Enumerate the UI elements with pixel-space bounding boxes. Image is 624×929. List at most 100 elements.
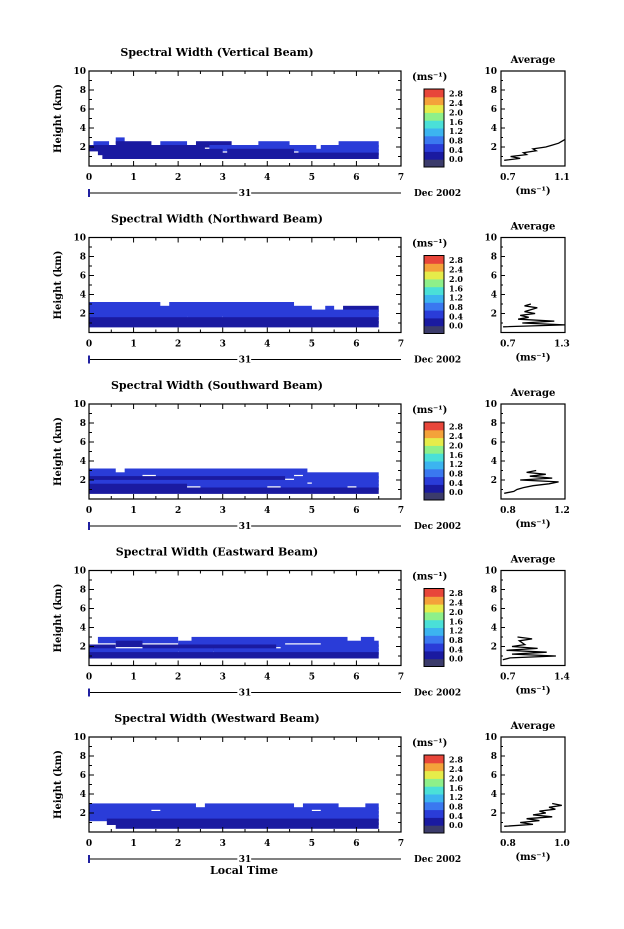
x-tick-label: 1 [130, 506, 136, 516]
colorbar-tick-label: 2.8 [449, 89, 463, 99]
colorbar-swatch [424, 635, 444, 644]
colorbar-tick-label: 2.4 [449, 598, 463, 608]
heatmap-cell [89, 309, 379, 316]
average-y-tick-label: 6 [491, 105, 497, 115]
colorbar-swatch [424, 286, 444, 295]
heatmap-cell [89, 476, 286, 483]
colorbar-tick-label: 2.4 [449, 98, 463, 108]
colorbar-tick-label: 1.6 [449, 450, 463, 460]
colorbar-tick-label: 0.0 [449, 654, 463, 664]
y-tick-label: 4 [80, 291, 86, 301]
average-title: Average [510, 721, 556, 732]
colorbar-tick-label: 1.2 [449, 459, 463, 469]
colorbar-tick-label: 2.0 [449, 107, 463, 117]
colorbar-unit: (ms⁻¹) [412, 572, 447, 583]
heatmap-cell [89, 479, 308, 487]
average-title: Average [510, 388, 556, 399]
y-tick-label: 8 [80, 752, 86, 762]
heatmap-cell [187, 313, 223, 320]
y-tick-label: 2 [80, 643, 86, 653]
x-tick-label: 0 [86, 673, 92, 683]
heatmap-cell [97, 148, 223, 156]
average-y-tick-label: 10 [484, 400, 497, 410]
heatmap-cell [280, 483, 348, 491]
x-tick-label: 0 [86, 340, 92, 350]
heatmap-cell [325, 305, 335, 313]
y-axis-title: Height (km) [53, 750, 64, 819]
y-tick-label: 2 [80, 143, 86, 153]
colorbar-tick-label: 2.0 [449, 440, 463, 450]
colorbar-swatch [424, 484, 444, 493]
heatmap-cell [89, 648, 179, 655]
x-tick-label: 1 [130, 173, 136, 183]
heatmap-cell [89, 803, 196, 810]
heatmap-cell [89, 313, 188, 320]
average-unit: (ms⁻¹) [515, 686, 550, 697]
average-profile-line [504, 802, 562, 827]
colorbar-swatch [424, 492, 444, 501]
x-tick-label: 1 [130, 673, 136, 683]
heatmap-cell [142, 644, 277, 651]
colorbar-swatch [424, 461, 444, 470]
colorbar-tick-label: 1.2 [449, 126, 463, 136]
day-label: 31 [239, 189, 252, 199]
y-axis-title: Height (km) [53, 251, 64, 320]
colorbar-tick-label: 1.2 [449, 293, 463, 303]
x-tick-label: 7 [398, 673, 404, 683]
heatmap-cell [298, 148, 379, 156]
colorbar-tick-label: 2.8 [449, 255, 463, 265]
colorbar-frame [423, 754, 445, 834]
heatmap-cell [160, 807, 312, 814]
x-tick-label: 2 [175, 839, 181, 849]
panel-2: Spectral Width (Northward Beam)246810Hei… [53, 213, 570, 368]
x-tick-label: 7 [398, 173, 404, 183]
x-tick-label: 5 [309, 340, 315, 350]
colorbar-swatch [424, 317, 444, 327]
x-tick-label: 4 [264, 340, 270, 350]
y-tick-label: 2 [80, 310, 86, 320]
y-tick-label: 10 [73, 400, 86, 410]
average-unit: (ms⁻¹) [515, 186, 550, 197]
colorbar-tick-label: 0.4 [449, 311, 463, 321]
panel-4: Spectral Width (Eastward Beam)246810Heig… [53, 546, 570, 701]
average-y-tick-label: 2 [491, 143, 497, 153]
y-tick-label: 4 [80, 457, 86, 467]
heatmap-cell [200, 483, 268, 491]
colorbar-swatch [424, 453, 444, 462]
month-label: Dec 2002 [414, 855, 461, 865]
y-tick-label: 2 [80, 809, 86, 819]
colorbar-tick-label: 0.0 [449, 321, 463, 331]
colorbar-swatch [424, 278, 444, 288]
colorbar-tick-label: 1.6 [449, 283, 463, 293]
month-label: Dec 2002 [414, 522, 461, 532]
panel-3: Spectral Width (Southward Beam)246810Hei… [53, 379, 570, 534]
colorbar-swatch [424, 255, 444, 264]
y-tick-label: 8 [80, 586, 86, 596]
heatmap-cell [195, 141, 232, 148]
average-x-tick-label: 0.7 [500, 673, 516, 683]
heatmap-cell [338, 141, 379, 148]
colorbar-tick-label: 1.2 [449, 792, 463, 802]
heatmap-cell [106, 818, 379, 825]
heatmap-cell [320, 807, 379, 814]
colorbar-swatch [424, 817, 444, 826]
heatmap-cell [191, 636, 348, 644]
heatmap-cell [89, 487, 379, 494]
y-axis-title: Height (km) [53, 417, 64, 486]
heatmap-cell [302, 472, 379, 479]
colorbar-swatch [424, 120, 444, 129]
colorbar-swatch [424, 263, 444, 272]
x-tick-label: 5 [309, 839, 315, 849]
average-unit: (ms⁻¹) [515, 852, 550, 863]
x-tick-label: 0 [86, 173, 92, 183]
colorbar-tick-label: 0.0 [449, 820, 463, 830]
panel-title: Spectral Width (Westward Beam) [114, 712, 319, 725]
colorbar-tick-label: 2.0 [449, 773, 463, 783]
colorbar-swatch [424, 310, 444, 319]
heatmap-cell [115, 141, 152, 148]
x-tick-label: 2 [175, 673, 181, 683]
heatmap-cell [343, 305, 379, 313]
colorbar-tick-label: 0.4 [449, 811, 463, 821]
y-tick-label: 10 [73, 733, 86, 743]
